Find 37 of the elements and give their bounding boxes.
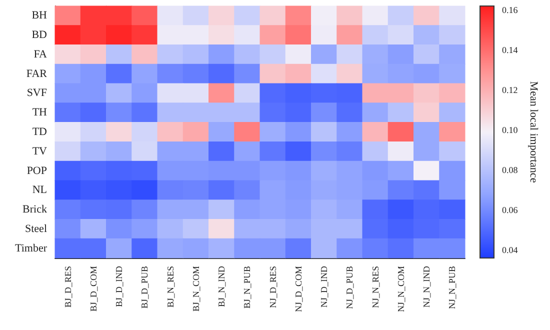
x-tick-label: BJ_D_PUB [140, 266, 150, 309]
y-tick-label: FA [34, 48, 48, 60]
x-tick-label: NJ_D_IND [319, 266, 330, 308]
x-tick-label: NJ_D_PUB [344, 266, 355, 310]
y-tick-label: TV [32, 145, 48, 158]
x-tick-label: BJ_N_IND [216, 266, 227, 308]
x-tick-label: BJ_N_PUB [242, 266, 252, 309]
y-tick-label: TH [32, 106, 48, 119]
y-tick-label: POP [26, 164, 47, 177]
x-tick-label: NJ_N_COM [396, 266, 406, 312]
x-tick-label: NJ_D_COM [293, 266, 304, 312]
x-tick-label: NJ_N_IND [422, 266, 432, 308]
x-tick-label: NJ_N_PUB [447, 266, 458, 310]
color-bar-label: 0.16 [502, 5, 518, 15]
color-bar-label: 0.08 [502, 165, 518, 175]
x-tick-label: BJ_N_RES [165, 266, 176, 308]
x-tick-label: NJ_D_RES [268, 266, 278, 308]
y-tick-label: FAR [26, 68, 48, 80]
y-tick-label: BH [32, 10, 48, 22]
color-bar-label: 0.12 [502, 85, 518, 95]
x-tick-label: BJ_D_IND [114, 266, 124, 308]
y-tick-label: Brick [22, 204, 48, 216]
y-tick-label: Steel [25, 222, 47, 235]
y-tick-label: BD [32, 29, 48, 42]
x-tick-label: BJ_D_RES [62, 266, 73, 308]
color-bar-label: 0.06 [502, 205, 518, 215]
color-bar-label: 0.04 [502, 245, 518, 255]
color-bar-label: 0.10 [502, 125, 518, 135]
x-tick-label: BJ_N_COM [190, 266, 201, 312]
color-bar-title: Mean local importance [528, 81, 540, 183]
y-tick-label: Timber [15, 242, 48, 254]
y-tick-label: SVF [26, 87, 47, 100]
y-tick-label: TD [32, 126, 48, 138]
y-tick-label: NL [32, 184, 48, 196]
x-tick-label: NJ_N_RES [370, 266, 380, 308]
x-tick-label: BJ_D_COM [88, 266, 98, 312]
color-bar-label: 0.14 [502, 45, 518, 55]
